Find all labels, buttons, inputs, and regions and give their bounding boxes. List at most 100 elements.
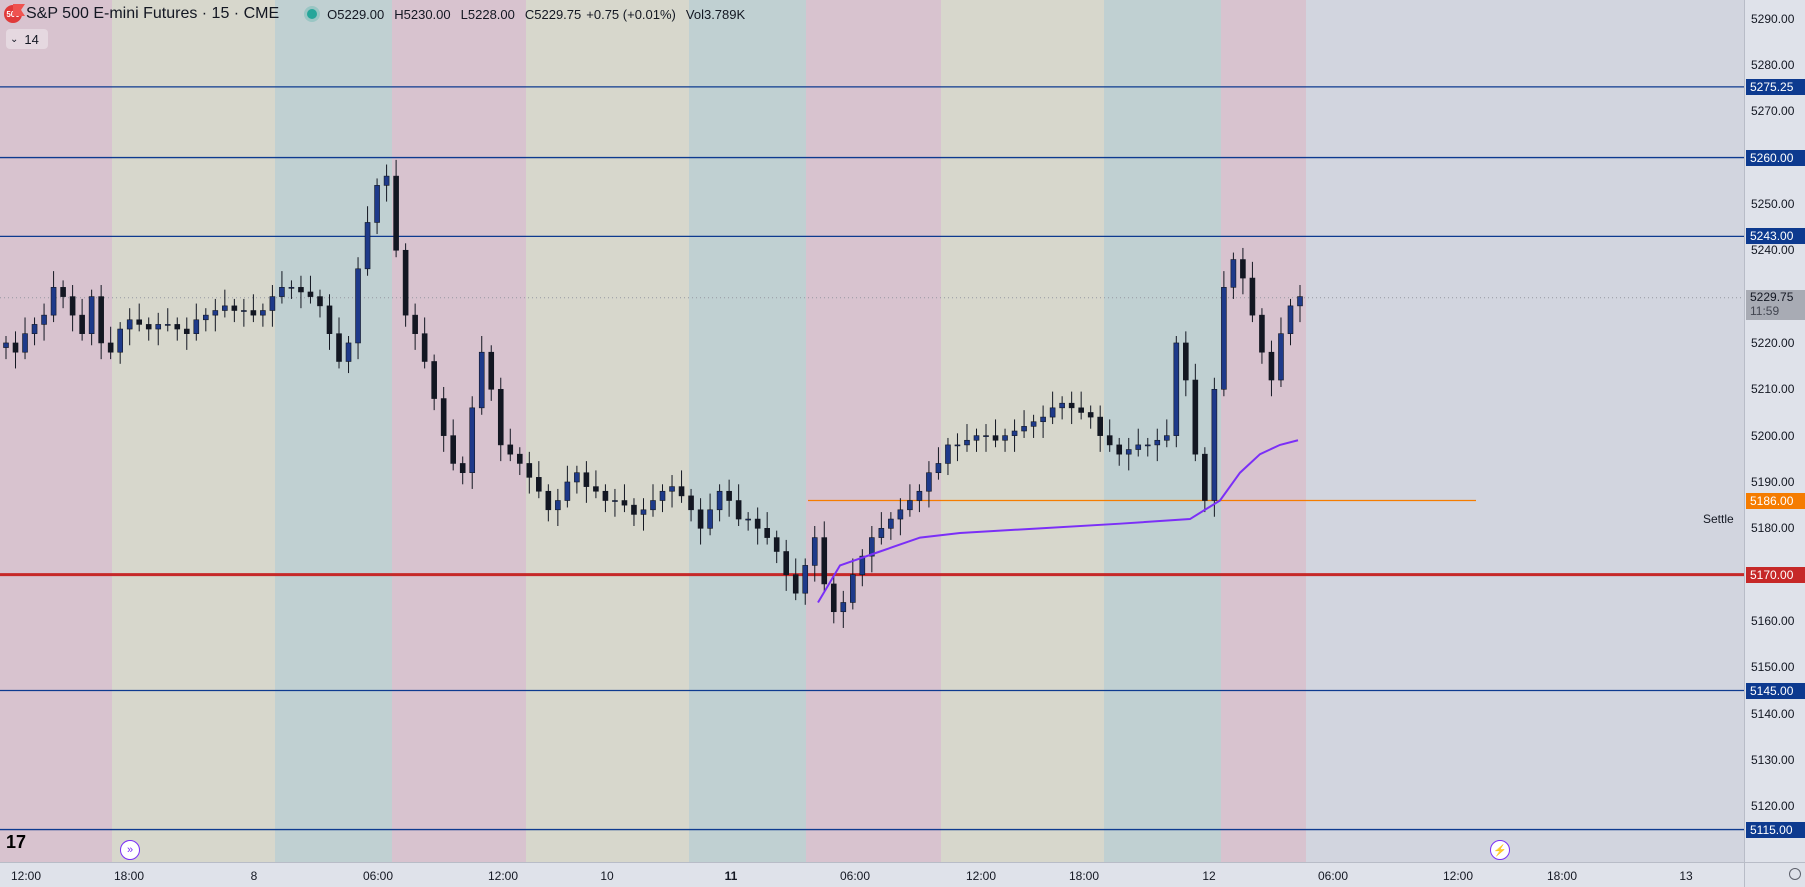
candle-body — [269, 296, 276, 311]
candle-body — [497, 388, 504, 446]
candle-body — [60, 287, 66, 297]
candle-body — [260, 310, 266, 316]
candle-body — [250, 310, 257, 316]
candle-body — [79, 314, 85, 334]
candle-body — [155, 324, 162, 330]
price-level-label[interactable]: 5145.00 — [1746, 682, 1805, 699]
settle-label: Settle — [1703, 512, 1734, 526]
candle-body — [973, 435, 980, 441]
candle-body — [1097, 416, 1103, 436]
candle-body — [811, 537, 818, 566]
time-tick-label: 12:00 — [965, 869, 997, 883]
settings-icon[interactable] — [1789, 868, 1801, 880]
candle-body — [1297, 296, 1303, 307]
market-status-icon[interactable] — [307, 9, 318, 19]
price-tick-label: 5290.00 — [1751, 11, 1795, 26]
candle-body — [478, 351, 485, 409]
time-axis[interactable]: 12:00 18:00 8 06:00 12:00 10 11 06:00 12:00 18:00… — [0, 862, 1744, 887]
price-level-label[interactable]: 5115.00 — [1746, 821, 1805, 838]
candle-body — [174, 324, 181, 330]
current-price-label: 5229.75 — [1750, 289, 1794, 304]
candle-body — [345, 342, 352, 362]
candle-body — [203, 314, 209, 321]
candle-body — [164, 324, 171, 326]
candle-body — [669, 486, 675, 492]
candle-body — [145, 324, 152, 330]
candle-body — [593, 486, 599, 492]
candle-body — [317, 296, 323, 307]
chevron-down-icon[interactable]: ⌄ — [10, 33, 19, 45]
candle-body — [678, 486, 685, 497]
price-level-label[interactable]: 5170.00 — [1746, 566, 1805, 583]
time-tick-label: 11 — [724, 869, 738, 883]
candle-body — [1163, 435, 1170, 441]
flag-icon[interactable] — [12, 4, 26, 16]
candle-body — [193, 319, 200, 334]
chart-pane[interactable]: 500 S&P 500 E-mini Futures · 15 · CME O5… — [0, 0, 1744, 862]
candle-body — [792, 574, 799, 594]
time-tick-label: 18:00 — [1546, 869, 1578, 883]
candle-body — [1087, 412, 1094, 418]
candle-body — [926, 472, 932, 492]
candle-body — [850, 574, 856, 603]
price-level-label[interactable]: 5186.00 — [1746, 492, 1805, 509]
candle-body — [336, 333, 342, 362]
candle-body — [621, 500, 628, 506]
dividend-event-icon[interactable]: ⚡ — [1490, 840, 1510, 860]
candle-body — [821, 537, 828, 585]
price-tick-label: 5240.00 — [1751, 243, 1795, 258]
candle-body — [279, 287, 285, 297]
candle-body — [459, 463, 466, 474]
candle-body — [1002, 435, 1008, 441]
candle-body — [12, 342, 19, 353]
candle-body — [583, 472, 590, 487]
time-tick-label: 18:00 — [113, 869, 145, 883]
symbol-title[interactable]: S&P 500 E-mini Futures · 15 · CME — [26, 5, 280, 22]
session-band — [806, 0, 941, 862]
candle-body — [402, 249, 409, 316]
price-level-label[interactable]: 5275.25 — [1746, 78, 1805, 95]
session-band — [112, 0, 275, 862]
candle-body — [1240, 259, 1246, 279]
candle-body — [1116, 444, 1123, 455]
candle-body — [69, 296, 76, 316]
candle-body — [1230, 259, 1237, 288]
candle-body — [888, 518, 894, 529]
price-level-label[interactable]: 5243.00 — [1746, 228, 1805, 245]
candle-body — [612, 500, 618, 502]
candle-body — [1106, 435, 1113, 446]
candle-body — [22, 333, 28, 353]
session-band — [0, 0, 112, 862]
chart-legend: 500 S&P 500 E-mini Futures · 15 · CME O5… — [0, 4, 745, 24]
tradingview-logo[interactable]: 17 — [6, 832, 27, 852]
bar-countdown-label: 11:59 — [1750, 303, 1780, 318]
time-tick-label: 12:00 — [487, 869, 519, 883]
event-marker-icon[interactable]: » — [120, 840, 140, 860]
candle-body — [783, 551, 790, 575]
candle-body — [659, 490, 666, 501]
chart-canvas[interactable] — [0, 0, 1744, 862]
price-tick-label: 5220.00 — [1751, 335, 1795, 350]
indicator-legend[interactable]: ⌄ 14 — [6, 29, 48, 49]
candle-body — [1059, 402, 1065, 409]
candle-body — [859, 555, 866, 575]
candle-body — [107, 342, 114, 353]
price-axis[interactable]: 5290.00 5280.00 5270.00 5250.00 5240.00 5220.… — [1744, 0, 1805, 862]
candle-body — [716, 490, 723, 511]
candle-body — [983, 435, 989, 437]
candle-body — [640, 509, 647, 515]
candle-body — [1030, 421, 1037, 427]
session-band — [275, 0, 392, 862]
candle-body — [1183, 342, 1189, 381]
candle-body — [1202, 453, 1208, 501]
candle-body — [393, 175, 399, 251]
candle-body — [1259, 314, 1265, 353]
candle-body — [907, 500, 913, 511]
candle-body — [1249, 277, 1256, 316]
candle-body — [545, 490, 552, 511]
price-level-label[interactable]: 5260.00 — [1746, 149, 1805, 166]
price-tick-label: 5140.00 — [1751, 706, 1795, 721]
candle-body — [897, 509, 904, 520]
candle-body — [440, 398, 447, 436]
session-band — [1221, 0, 1306, 862]
